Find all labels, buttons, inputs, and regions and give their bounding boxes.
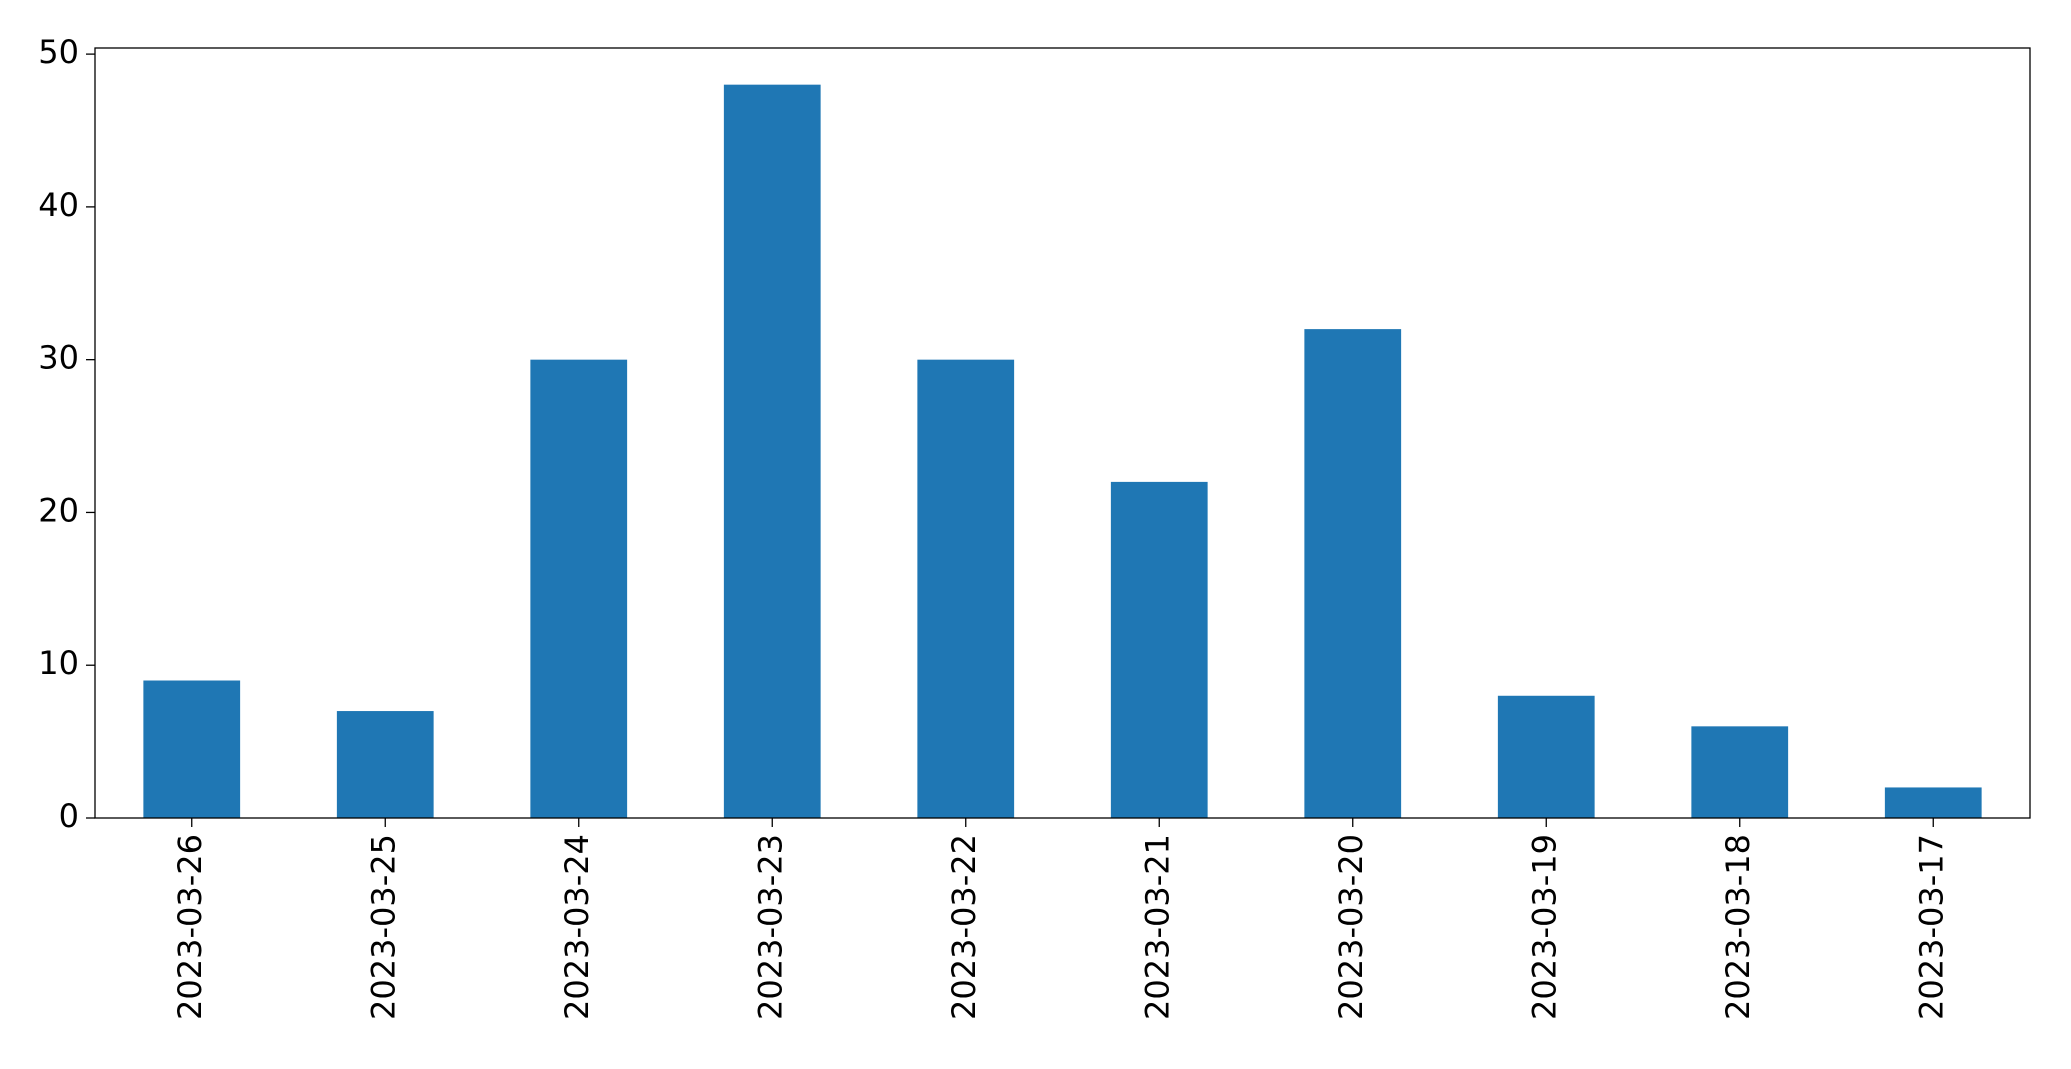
bar [917, 359, 1015, 818]
x-tick-label: 2023-03-20 [1332, 834, 1370, 1020]
y-tick-label: 30 [38, 339, 79, 377]
x-tick-label: 2023-03-22 [945, 834, 983, 1020]
y-tick-label: 10 [38, 644, 79, 682]
bar [530, 359, 628, 818]
x-tick-label: 2023-03-19 [1525, 834, 1563, 1020]
x-tick-label: 2023-03-24 [558, 834, 596, 1020]
x-tick-label: 2023-03-17 [1912, 834, 1950, 1020]
bar [1110, 481, 1208, 818]
x-tick-label: 2023-03-23 [751, 834, 789, 1020]
bar [1497, 695, 1595, 818]
y-tick-label: 0 [59, 797, 79, 835]
bar [723, 84, 821, 818]
x-tick-label: 2023-03-26 [171, 834, 209, 1020]
y-tick-label: 50 [38, 33, 79, 71]
bar [1691, 726, 1789, 818]
bar [143, 680, 241, 818]
bar [1304, 329, 1402, 818]
plot-frame [94, 47, 2031, 819]
y-tick-label: 20 [38, 491, 79, 529]
x-tick-label: 2023-03-18 [1719, 834, 1757, 1020]
y-tick-label: 40 [38, 186, 79, 224]
bar [1884, 787, 1982, 818]
x-tick-label: 2023-03-21 [1138, 834, 1176, 1020]
x-tick-label: 2023-03-25 [364, 834, 402, 1020]
bar [336, 711, 434, 818]
